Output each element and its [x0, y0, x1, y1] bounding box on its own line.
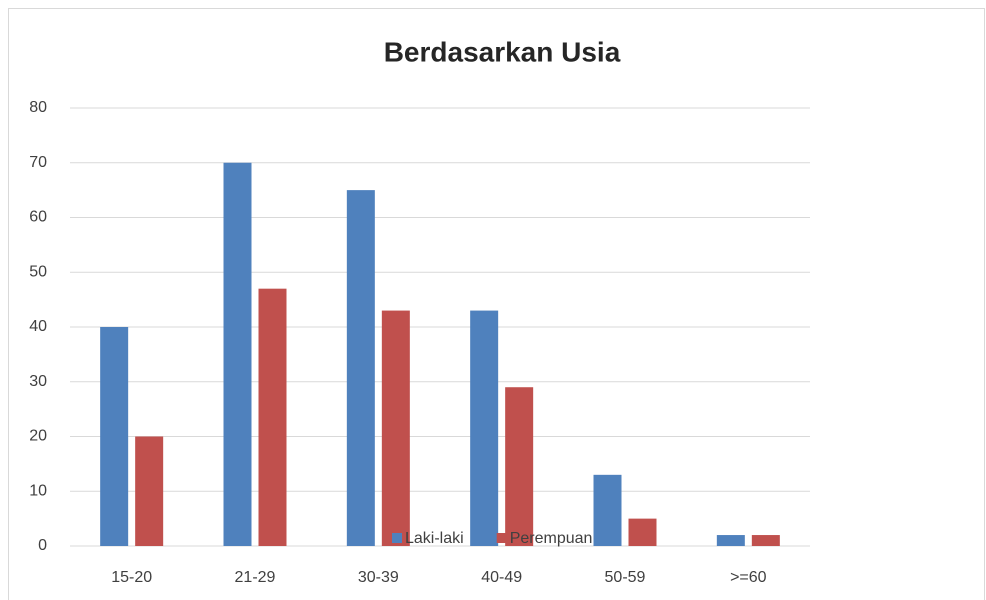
y-tick-label: 10: [29, 482, 47, 499]
legend-label: Laki-laki: [405, 530, 464, 547]
bar: [135, 436, 164, 546]
x-tick-label: >=60: [730, 569, 767, 586]
y-tick-label: 0: [38, 537, 47, 554]
legend-label: Perempuan: [510, 530, 593, 547]
bar: [100, 327, 129, 546]
x-tick-label: 40-49: [481, 569, 522, 586]
y-tick-label: 50: [29, 263, 47, 280]
y-tick-label: 70: [29, 154, 47, 171]
y-tick-label: 40: [29, 318, 47, 335]
chart-title: Berdasarkan Usia: [384, 36, 621, 67]
bar: [223, 162, 252, 546]
bar: [381, 310, 410, 546]
y-tick-label: 60: [29, 209, 47, 226]
x-tick-label: 30-39: [358, 569, 399, 586]
bar: [751, 535, 780, 546]
bar: [628, 518, 657, 546]
x-tick-label: 21-29: [235, 569, 276, 586]
bar: [505, 387, 534, 546]
bar: [593, 474, 622, 546]
bar: [258, 288, 287, 546]
bar: [716, 535, 745, 546]
y-tick-label: 30: [29, 373, 47, 390]
y-tick-label: 20: [29, 428, 47, 445]
x-tick-label: 15-20: [111, 569, 152, 586]
legend-swatch: [392, 533, 402, 543]
y-tick-label: 80: [29, 99, 47, 116]
legend-swatch: [496, 533, 507, 543]
x-tick-label: 50-59: [605, 569, 646, 586]
bar: [470, 310, 499, 546]
bar: [346, 190, 375, 546]
